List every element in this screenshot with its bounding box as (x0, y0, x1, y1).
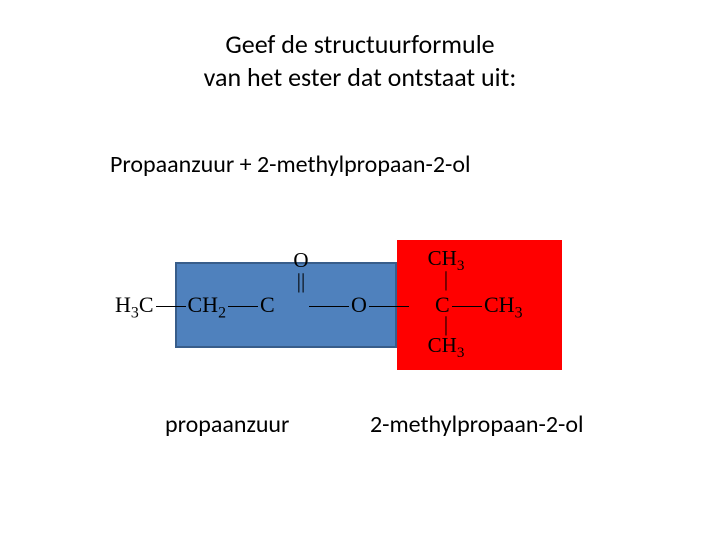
label-2-methylpropaan-2-ol: 2-methylpropaan-2-ol (370, 410, 584, 439)
title-line-1: Geef de structuurformule (0, 28, 720, 61)
title-line-2: van het ester dat ontstaat uit: (0, 61, 720, 94)
formula-ch3-h: CH3 (484, 292, 522, 317)
slide-title: Geef de structuurformule van het ester d… (0, 28, 720, 93)
formula-left-chain: H3C CH2 C (115, 292, 275, 318)
formula-h3c: H3C (115, 292, 154, 317)
formula-ch3-bottom: | CH3 (426, 316, 466, 358)
single-bond-vertical-icon: | (426, 316, 466, 333)
structure-diagram: H3C CH2 C O || O C CH3 CH3 | | CH3 (115, 230, 605, 380)
reaction-text: Propaanzuur + 2-methylpropaan-2-ol (110, 150, 610, 179)
bond-icon (156, 306, 186, 307)
bond-icon (228, 306, 258, 307)
bond-icon (452, 306, 482, 307)
formula-ch2: CH2 (188, 292, 226, 317)
label-propaanzuur: propaanzuur (165, 410, 289, 439)
formula-ester-link: O (307, 292, 411, 318)
bond-icon (309, 306, 349, 307)
formula-c-left: C (260, 292, 275, 317)
formula-ch3-b: CH3 (426, 333, 466, 358)
double-bond-icon: || (290, 273, 312, 290)
formula-ch3-top: CH3 | (426, 246, 466, 288)
formula-o-link: O (351, 292, 367, 317)
bond-icon (369, 306, 409, 307)
formula-carbonyl: O || (290, 248, 312, 290)
slide: Geef de structuurformule van het ester d… (0, 0, 720, 540)
formula-ch3-right: CH3 (450, 292, 522, 318)
